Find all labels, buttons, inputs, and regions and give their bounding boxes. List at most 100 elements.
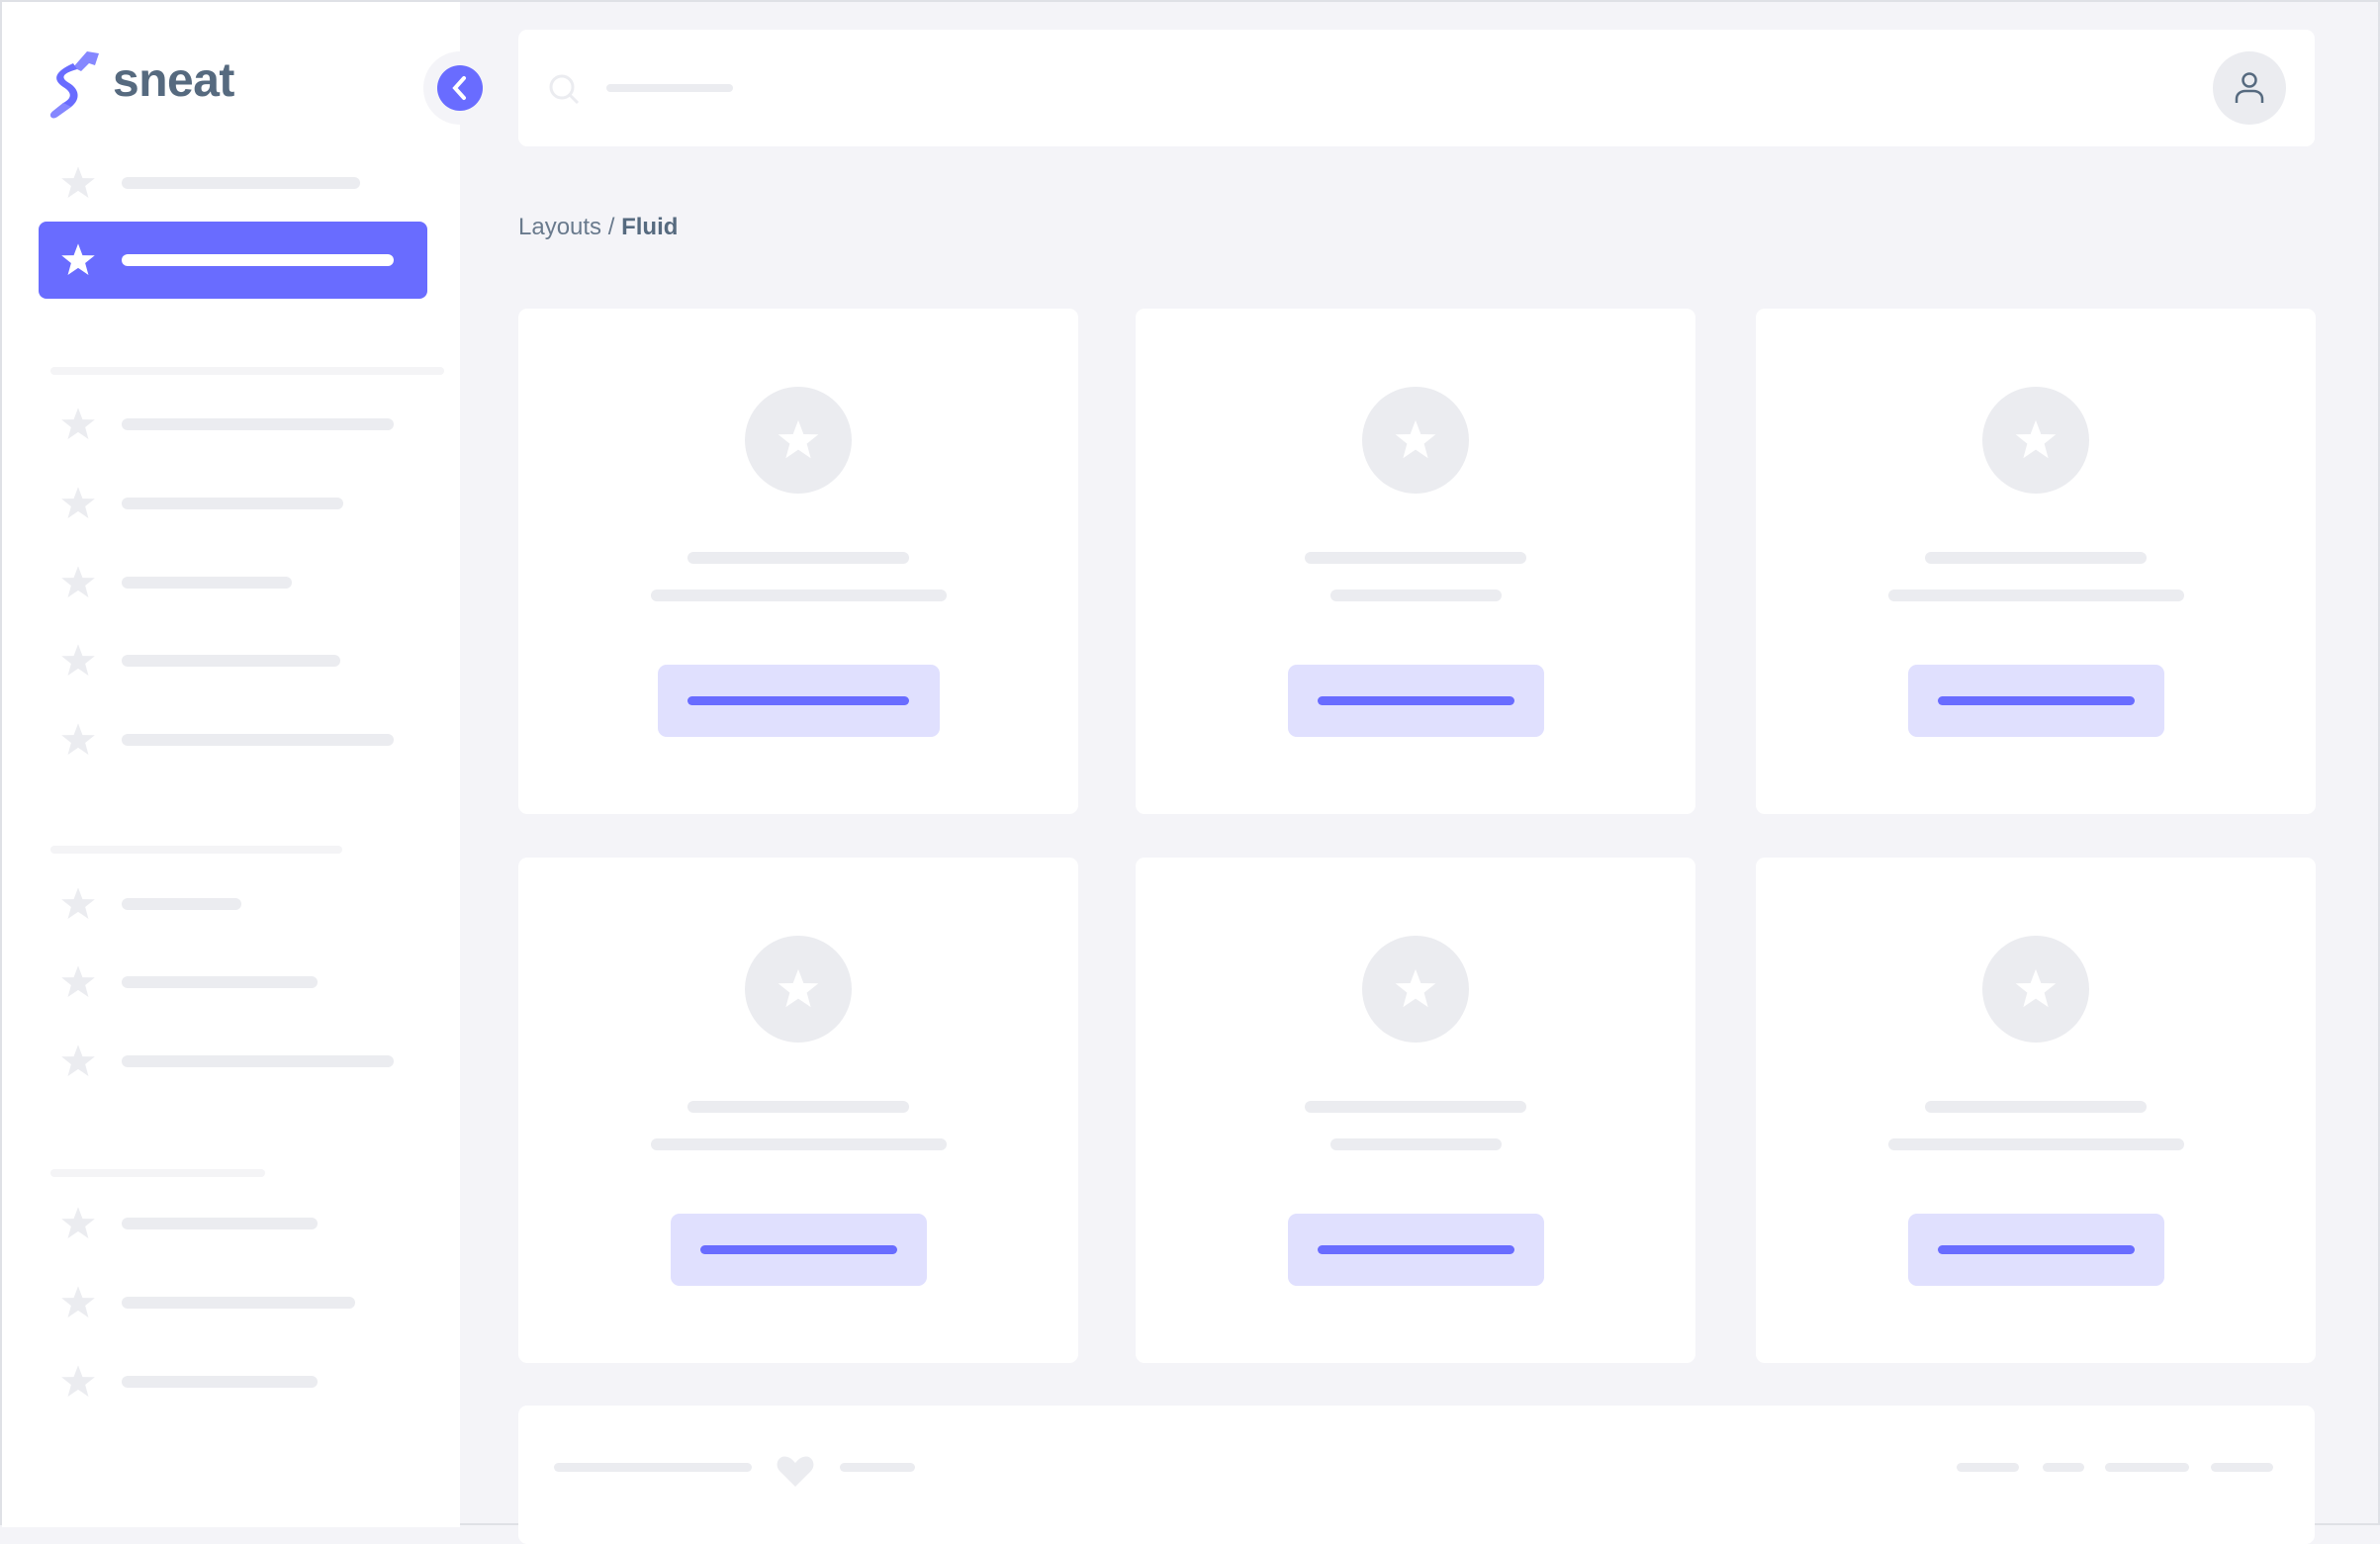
card-button-label-placeholder	[1317, 1245, 1514, 1254]
card-action-button[interactable]	[1907, 665, 2164, 737]
footer-link[interactable]	[2043, 1463, 2084, 1472]
star-icon	[61, 1286, 95, 1318]
chevron-left-icon	[452, 76, 466, 100]
sidebar-item-icon	[59, 1284, 97, 1321]
card-avatar	[745, 387, 852, 494]
sidebar-item-icon	[59, 1043, 97, 1080]
card-action-button[interactable]	[657, 665, 940, 737]
card-title-placeholder	[687, 552, 909, 564]
search-icon[interactable]	[548, 73, 582, 107]
star-icon	[61, 243, 95, 276]
user-icon	[2235, 72, 2264, 103]
sidebar-item-icon	[59, 406, 97, 443]
sidebar-item-icon	[59, 1363, 97, 1401]
card-avatar	[1982, 936, 2089, 1043]
sidebar-item[interactable]	[122, 734, 394, 746]
heart-icon	[777, 1456, 814, 1487]
sidebar-item-icon	[59, 164, 97, 202]
sidebar-item[interactable]	[122, 976, 318, 988]
card-title-placeholder	[1305, 552, 1526, 564]
sidebar-item[interactable]	[122, 254, 394, 266]
sidebar-item-icon	[59, 642, 97, 680]
star-icon	[61, 166, 95, 199]
footer-link[interactable]	[1957, 1463, 2019, 1472]
sidebar-item[interactable]	[122, 1297, 355, 1309]
star-icon	[61, 644, 95, 677]
search-input[interactable]	[606, 84, 733, 92]
content-card	[1756, 309, 2316, 814]
card-text-placeholder	[1887, 590, 2184, 601]
star-icon	[778, 968, 819, 1008]
star-icon	[2015, 968, 2057, 1008]
sidebar-item-icon	[59, 721, 97, 759]
star-icon	[61, 487, 95, 519]
card-action-button[interactable]	[1287, 1214, 1544, 1286]
sneat-logo-icon	[50, 51, 99, 119]
card-title-placeholder	[1925, 1101, 2147, 1113]
card-action-button[interactable]	[1287, 665, 1544, 737]
card-button-label-placeholder	[1317, 696, 1514, 705]
brand-name: sneat	[113, 54, 234, 107]
card-button-label-placeholder	[687, 696, 909, 705]
star-icon	[61, 1044, 95, 1077]
footer-link[interactable]	[2211, 1463, 2273, 1472]
star-icon	[61, 723, 95, 756]
sidebar: sneat	[2, 2, 460, 1527]
content-card	[1756, 858, 2316, 1363]
breadcrumb: Layouts / Fluid	[518, 214, 678, 241]
card-title-placeholder	[1925, 552, 2147, 564]
card-avatar	[745, 936, 852, 1043]
card-avatar	[1362, 387, 1469, 494]
breadcrumb-current: Fluid	[621, 214, 679, 240]
sidebar-item[interactable]	[122, 418, 394, 430]
sidebar-section-header	[50, 846, 342, 854]
sidebar-item[interactable]	[122, 1218, 318, 1229]
star-icon	[2015, 419, 2057, 459]
card-action-button[interactable]	[670, 1214, 927, 1286]
user-avatar-button[interactable]	[2213, 51, 2286, 125]
sidebar-item-icon	[59, 241, 97, 279]
star-icon	[61, 408, 95, 440]
sidebar-item[interactable]	[122, 898, 241, 910]
footer	[518, 1406, 2315, 1544]
content-card	[1136, 858, 1695, 1363]
star-icon	[1395, 419, 1436, 459]
card-title-placeholder	[1305, 1101, 1526, 1113]
breadcrumb-separator: /	[601, 214, 622, 240]
card-title-placeholder	[687, 1101, 909, 1113]
star-icon	[778, 419, 819, 459]
breadcrumb-parent[interactable]: Layouts	[518, 214, 602, 240]
footer-text-placeholder	[554, 1463, 752, 1472]
footer-link[interactable]	[2105, 1463, 2189, 1472]
footer-link[interactable]	[840, 1463, 915, 1472]
card-action-button[interactable]	[1907, 1214, 2164, 1286]
card-text-placeholder	[1887, 1138, 2184, 1150]
card-text-placeholder	[1329, 1138, 1502, 1150]
card-avatar	[1362, 936, 1469, 1043]
star-icon	[61, 887, 95, 920]
card-text-placeholder	[1329, 590, 1502, 601]
content-card	[518, 858, 1078, 1363]
sidebar-item[interactable]	[122, 1055, 394, 1067]
star-icon	[61, 566, 95, 598]
sidebar-item[interactable]	[122, 498, 343, 509]
sidebar-item[interactable]	[122, 655, 340, 667]
sidebar-item-icon	[59, 963, 97, 1001]
content-card	[1136, 309, 1695, 814]
sidebar-item-icon	[59, 885, 97, 923]
content-card	[518, 309, 1078, 814]
sidebar-item-icon	[59, 1205, 97, 1242]
sidebar-collapse-button[interactable]	[437, 65, 483, 111]
card-text-placeholder	[650, 1138, 947, 1150]
star-icon	[61, 1365, 95, 1398]
sidebar-item-icon	[59, 564, 97, 601]
sidebar-item-icon	[59, 485, 97, 522]
sidebar-item[interactable]	[122, 177, 360, 189]
card-button-label-placeholder	[699, 1245, 897, 1254]
sidebar-item[interactable]	[122, 577, 292, 589]
sidebar-item[interactable]	[122, 1376, 318, 1388]
card-text-placeholder	[650, 590, 947, 601]
star-icon	[1395, 968, 1436, 1008]
card-button-label-placeholder	[1937, 1245, 2135, 1254]
card-button-label-placeholder	[1937, 696, 2135, 705]
